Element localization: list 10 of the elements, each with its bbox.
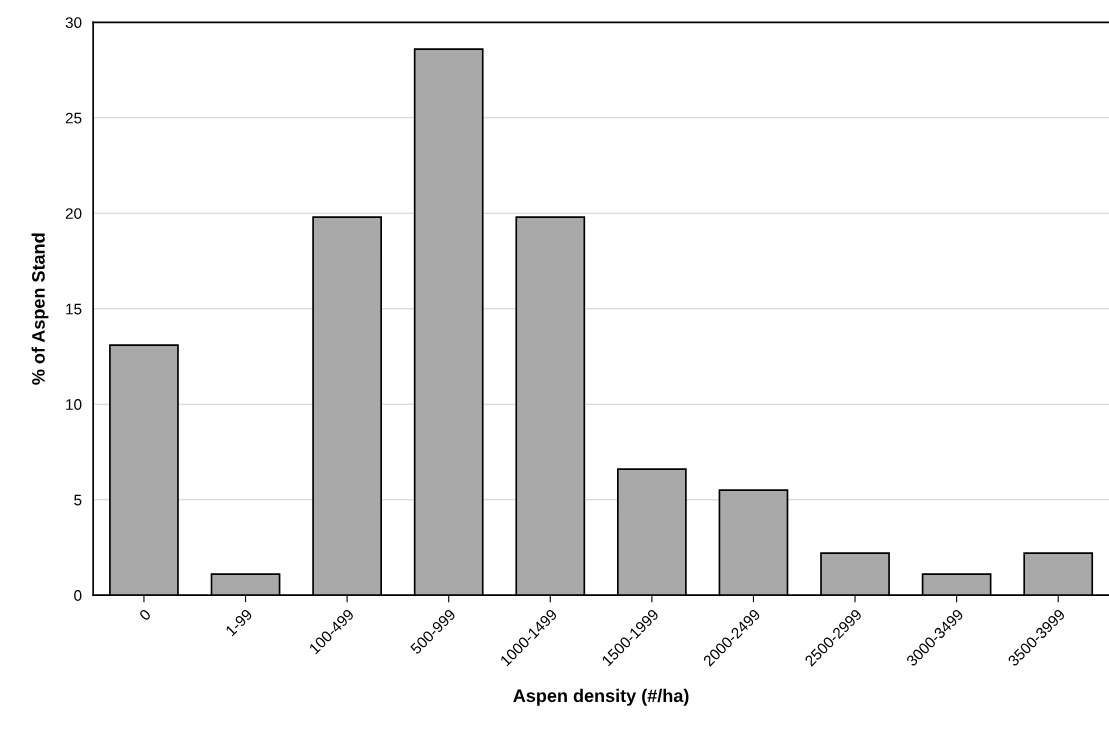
- y-tick-label: 20: [65, 208, 82, 219]
- y-axis-title: % of Aspen Stand: [31, 233, 49, 385]
- y-tick-label: 30: [65, 17, 82, 29]
- y-tick-label: 25: [65, 112, 82, 124]
- x-tick-label: 0: [138, 608, 152, 622]
- x-axis-title: Aspen density (#/ha): [513, 688, 689, 706]
- y-tick-label: 5: [74, 494, 82, 506]
- y-tick-label: 15: [66, 303, 82, 315]
- y-tick-label: 0: [74, 590, 82, 601]
- y-tick-label: 10: [66, 399, 82, 410]
